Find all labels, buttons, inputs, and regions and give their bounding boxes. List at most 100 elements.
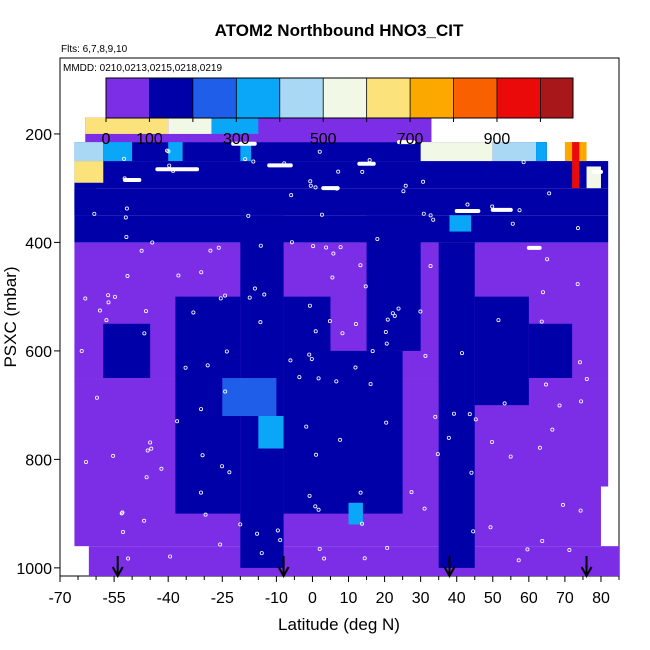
colorbar-tick-label: 0: [102, 131, 111, 148]
arrow-head: [277, 566, 290, 579]
sample-dot: [238, 522, 243, 527]
sample-dot: [262, 292, 267, 297]
sample-dot: [308, 183, 313, 188]
sample-dot: [451, 411, 456, 416]
x-axis: -70 -55 -40 -25 -10 0 10 20 30 40 50 60 70 80: [48, 576, 620, 607]
heatmap-cell: [222, 378, 277, 416]
y-axis-label: PSXC (mbar): [1, 266, 20, 367]
sample-dot: [490, 204, 495, 209]
sample-dot: [396, 306, 401, 311]
heatmap-cell: [528, 323, 573, 379]
sample-dot: [473, 417, 478, 422]
sample-dot: [392, 313, 397, 318]
sample-dot: [122, 156, 127, 161]
sample-dot: [275, 528, 280, 533]
sample-dot: [171, 168, 176, 173]
sample-dot: [313, 329, 318, 334]
colorbar-segment: [192, 78, 237, 118]
sample-dot: [307, 352, 312, 357]
colorbar-tick-label: 500: [310, 131, 337, 148]
sample-dot: [547, 191, 552, 196]
sample-dot: [510, 221, 515, 226]
sample-dot: [288, 358, 293, 363]
sample-dot: [322, 556, 327, 561]
heatmap-cell: [103, 323, 151, 379]
sample-dot: [316, 376, 321, 381]
x-tick-label: 0: [308, 590, 317, 607]
sample-dot: [336, 169, 341, 174]
sample-dot: [205, 363, 210, 368]
sample-dot: [575, 226, 580, 231]
sample-dot: [584, 376, 589, 381]
sample-dot: [537, 445, 542, 450]
sample-dot: [92, 211, 97, 216]
sample-dot: [251, 159, 256, 164]
sample-dot: [111, 453, 116, 458]
sample-dot: [176, 273, 181, 278]
sample-dot: [208, 248, 213, 253]
heatmap-cell: [536, 142, 547, 162]
sample-dot: [428, 263, 433, 268]
heatmap: [74, 117, 619, 576]
x-tick-label: -40: [157, 590, 180, 607]
sample-dot: [423, 353, 428, 358]
x-axis-label: Latitude (deg N): [278, 615, 400, 634]
sample-dot: [308, 179, 313, 184]
sample-dot: [446, 435, 451, 440]
sample-dot: [360, 169, 365, 174]
sample-dot: [252, 286, 257, 291]
sample-dot: [385, 545, 390, 550]
sample-dot: [330, 275, 335, 280]
sample-dot: [223, 389, 228, 394]
sample-dot: [218, 542, 223, 547]
y-tick-label: 400: [25, 235, 52, 252]
sample-dot: [125, 274, 130, 279]
arrow-head: [580, 566, 593, 579]
sample-dot: [124, 234, 129, 239]
colorbar-segment: [410, 78, 454, 118]
sample-dot: [122, 176, 127, 181]
colorbar-tick-label: 300: [223, 131, 250, 148]
heatmap-cell: [168, 117, 212, 134]
heatmap-cell: [366, 215, 421, 351]
x-tick-label: 30: [412, 590, 430, 607]
sample-dot: [247, 295, 252, 300]
sample-dot: [150, 240, 155, 245]
x-tick-label: -55: [103, 590, 126, 607]
sample-dot: [363, 284, 368, 289]
heatmap-cell: [211, 117, 259, 134]
heatmap-cell: [258, 415, 284, 449]
sample-dot: [316, 507, 321, 512]
sample-dot: [467, 412, 472, 417]
heatmap-cell: [438, 242, 475, 568]
sample-dot: [496, 318, 501, 323]
sample-dot: [112, 294, 117, 299]
sample-dot: [123, 215, 128, 220]
sample-dot: [311, 244, 316, 249]
colorbar-tick-label: 900: [484, 131, 511, 148]
sample-dot: [106, 293, 111, 298]
chart-title: ATOM2 Northbound HNO3_CIT: [215, 21, 464, 40]
sample-dot: [428, 213, 433, 218]
y-axis: 200 400 600 800 1000: [16, 127, 60, 578]
sample-dot: [418, 309, 423, 314]
colorbar-segment: [540, 78, 573, 118]
sample-dot: [331, 251, 336, 256]
colorbar-segment: [106, 78, 150, 118]
sample-dot: [218, 296, 223, 301]
sample-dot: [557, 403, 562, 408]
sample-dot: [149, 446, 154, 451]
heatmap-cell: [74, 161, 609, 189]
y-tick-label: 600: [25, 344, 52, 361]
sample-dot: [94, 395, 99, 400]
sample-dot: [79, 349, 84, 354]
sample-dot: [471, 529, 476, 534]
sample-dot: [307, 493, 312, 498]
sample-dot: [545, 257, 550, 262]
heatmap-cell: [103, 142, 133, 162]
colorbar-tick-label: 700: [397, 131, 424, 148]
sample-dot: [358, 490, 363, 495]
sample-dot: [401, 189, 406, 194]
y-tick-label: 200: [25, 127, 52, 144]
sample-dot: [227, 470, 232, 475]
